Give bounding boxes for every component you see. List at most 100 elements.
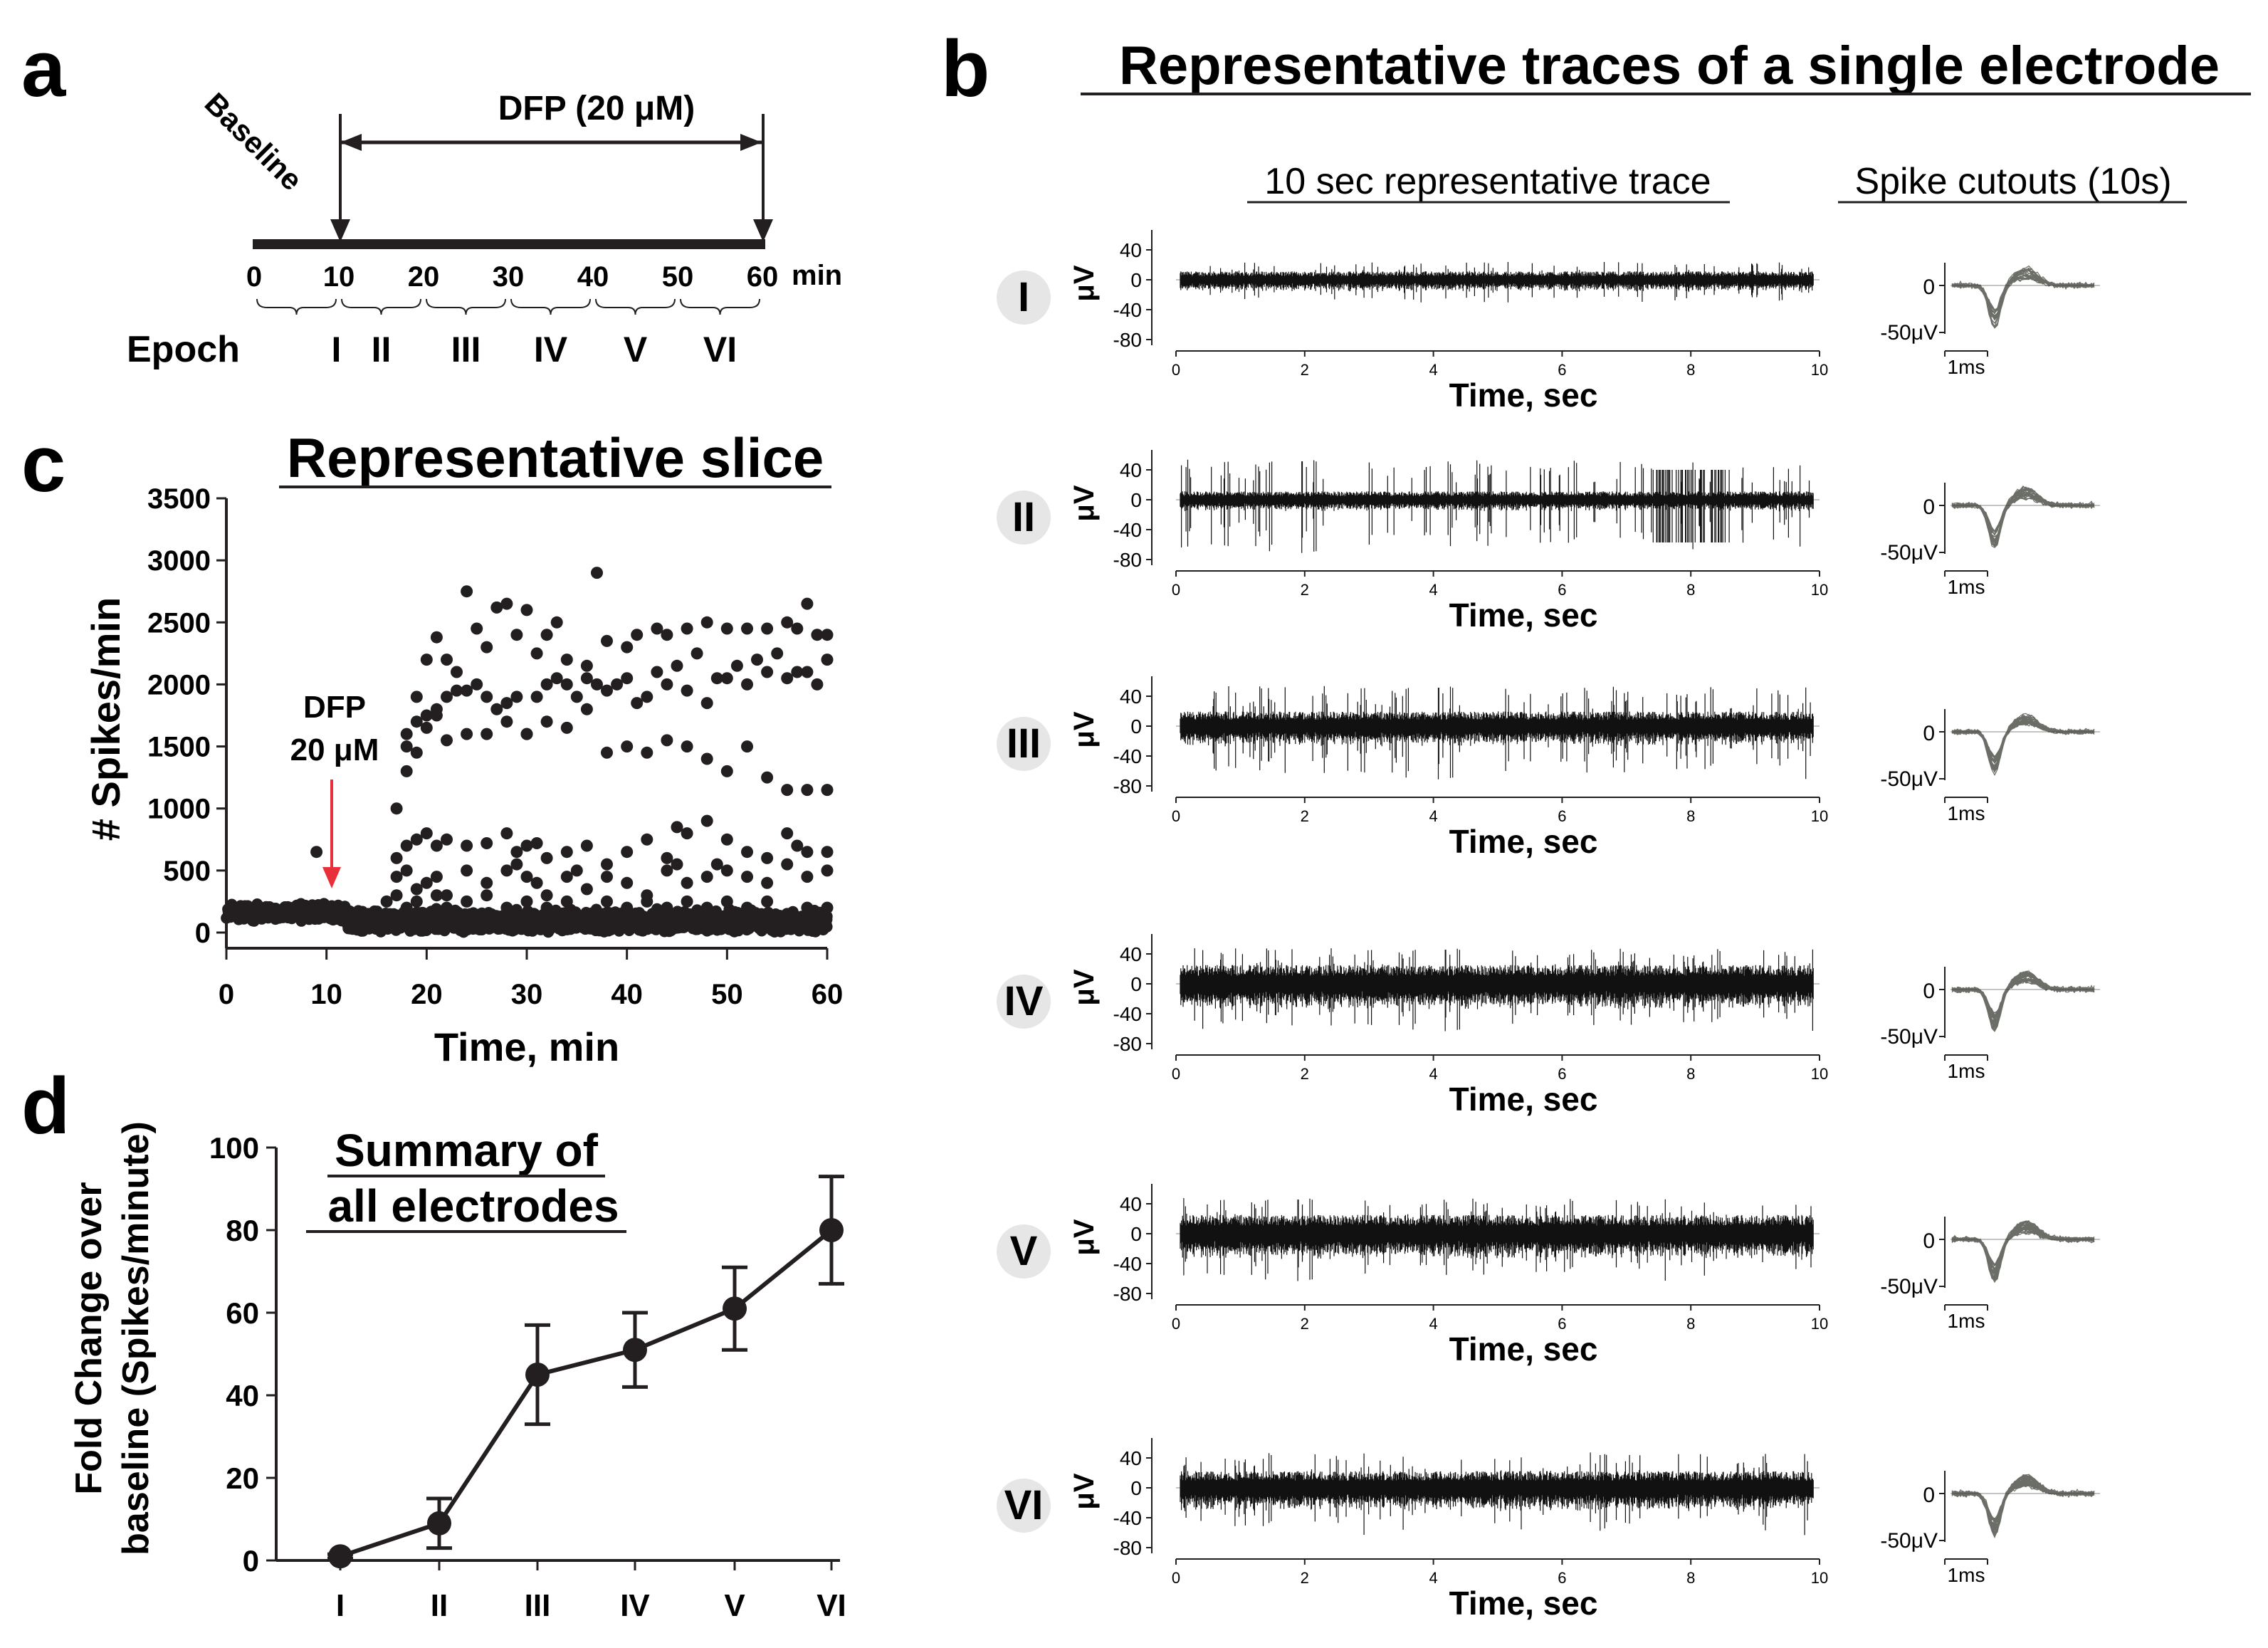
scatter-point <box>317 905 329 917</box>
cutout-voltage-label: -50μV <box>1880 1529 1938 1553</box>
dfp-arrow-head <box>322 867 341 888</box>
scatter-point <box>416 920 428 932</box>
timeline-tick-label: 60 <box>747 261 779 293</box>
scatter-point <box>576 918 588 930</box>
trace-y-tick-label: -80 <box>1113 549 1142 571</box>
cutout-zero-label: 0 <box>1923 722 1935 745</box>
scatter-point <box>390 802 403 815</box>
trace-x-tick-label: 4 <box>1429 1569 1437 1587</box>
epoch-bubble-label: VI <box>1004 1482 1044 1528</box>
trace-y-tick-label: -80 <box>1113 329 1142 351</box>
scatter-point <box>500 697 513 710</box>
timeline-bar <box>253 239 765 249</box>
scatter-point <box>500 715 513 728</box>
scatter-point <box>723 908 735 920</box>
trace-y-tick-label: -80 <box>1113 1283 1142 1305</box>
scatter-point <box>520 895 533 908</box>
scatter-point <box>761 666 774 678</box>
scatter-point <box>441 691 453 703</box>
epoch-numeral: VI <box>703 330 737 369</box>
trace-x-tick-label: 10 <box>1811 1315 1828 1333</box>
scatter-point <box>781 616 794 629</box>
scatter-point <box>400 765 413 777</box>
scatter-x-tick-label: 20 <box>411 979 443 1010</box>
scatter-x-tick-label: 30 <box>511 979 543 1010</box>
trace-x-label: Time, sec <box>1449 823 1598 860</box>
epoch-bubble-label: I <box>1018 274 1029 320</box>
scatter-point <box>530 647 543 660</box>
trace-y-tick-label: 40 <box>1120 459 1142 481</box>
scatter-point <box>481 641 493 654</box>
trace-x-tick-label: 8 <box>1686 361 1695 379</box>
scatter-point <box>700 814 713 827</box>
scatter-point <box>420 709 433 722</box>
scatter-point <box>461 728 473 740</box>
trace-y-tick-label: -40 <box>1113 299 1142 321</box>
scatter-point <box>410 833 423 846</box>
scatter-x-tick-label: 10 <box>310 979 342 1010</box>
trace-y-tick-label: 40 <box>1120 239 1142 261</box>
scatter-point <box>611 678 624 691</box>
annotation-drug: DFP <box>303 690 366 725</box>
scatter-point <box>791 666 804 678</box>
scatter-point <box>751 654 763 666</box>
scatter-point <box>594 925 606 937</box>
scatter-point <box>661 851 673 864</box>
trace-x-tick-label: 8 <box>1686 581 1695 599</box>
summary-y-label-line1: Fold Change over <box>68 1182 110 1494</box>
summary-y-tick-label: 60 <box>226 1296 259 1330</box>
scatter-point <box>420 876 433 889</box>
epoch-numeral: II <box>372 330 392 369</box>
cutout-zero-label: 0 <box>1923 275 1935 299</box>
trace-y-tick-label: 40 <box>1120 943 1142 965</box>
scatter-point <box>811 678 824 691</box>
scatter-point <box>328 906 340 918</box>
trace-y-tick-label: 0 <box>1130 489 1142 511</box>
scatter-point <box>761 895 774 908</box>
scatter-y-tick-label: 1500 <box>147 732 211 763</box>
scatter-point <box>684 908 696 920</box>
scatter-point <box>801 784 814 797</box>
summary-y-ticks: 0 20 40 60 80 100 <box>209 1131 276 1578</box>
trace-waveform <box>1180 1198 1814 1281</box>
scatter-point <box>500 919 512 931</box>
scatter-point <box>540 851 553 864</box>
summary-point <box>328 1544 352 1569</box>
scatter-point <box>720 622 733 635</box>
trace-x-tick-label: 4 <box>1429 361 1437 379</box>
scatter-point <box>781 858 794 871</box>
scatter-point <box>355 925 367 937</box>
scatter-x-tick-label: 0 <box>219 979 234 1010</box>
scatter-point <box>630 915 642 927</box>
scatter-point <box>700 697 713 710</box>
summary-y-tick-label: 0 <box>243 1544 259 1578</box>
trace-x-tick-label: 0 <box>1172 581 1180 599</box>
spike-cutout: 0 -50μV 1ms <box>1880 1471 2100 1586</box>
summary-y-tick-label: 80 <box>226 1214 259 1247</box>
trace-row-v: V 40 0 -40 -80 μV 0 2 4 6 8 10 Time, sec 0 -50μV 1ms <box>997 1184 2100 1368</box>
trace-row-iv: IV 40 0 -40 -80 μV 0 2 4 6 8 10 Time, sec 0 -50μV 1ms <box>997 934 2100 1118</box>
trace-x-tick-label: 10 <box>1811 581 1828 599</box>
trace-x-label: Time, sec <box>1449 377 1598 414</box>
scatter-point <box>681 622 693 635</box>
cutout-waveforms <box>1951 1219 2095 1284</box>
scatter-point <box>471 622 483 635</box>
scatter-point <box>580 703 593 715</box>
scatter-y-tick-label: 3000 <box>147 545 211 577</box>
epoch-labels: I II III IV V VI <box>332 330 737 369</box>
epoch-brace <box>341 298 421 315</box>
scatter-point <box>580 659 593 672</box>
scatter-point <box>224 911 236 923</box>
epoch-bubble-label: III <box>1007 720 1041 767</box>
epoch-bubble <box>997 717 1051 771</box>
scatter-point <box>621 740 634 753</box>
trace-y-tick-label: 40 <box>1120 1447 1142 1469</box>
timeline-unit: min <box>792 260 842 291</box>
scatter-point <box>420 908 433 920</box>
scatter-x-tick-label: 40 <box>611 979 643 1010</box>
scatter-point <box>651 666 663 678</box>
summary-point <box>525 1363 550 1387</box>
scatter-point <box>466 914 478 926</box>
scatter-point <box>700 871 713 883</box>
epoch-bubble-label: II <box>1012 494 1035 540</box>
